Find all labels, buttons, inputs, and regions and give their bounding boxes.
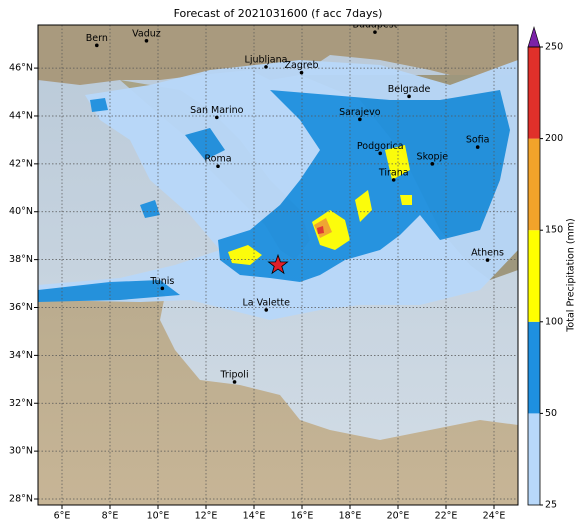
city-label: Bern: [86, 33, 108, 44]
y-tick-label: 36°N: [9, 302, 33, 313]
colorbar-segment: [528, 47, 540, 139]
city-marker: [430, 162, 435, 166]
city-marker: [264, 65, 268, 69]
city-marker: [485, 258, 490, 262]
city-label: Tirana: [378, 167, 409, 178]
x-tick-label: 18°E: [339, 511, 362, 522]
title: Forecast of 2021031600 (f acc 7days): [174, 7, 383, 20]
city-label: Ljubljana: [245, 54, 288, 65]
colorbar-segment: [528, 138, 540, 231]
colorbar-tick-label: 200: [545, 133, 563, 144]
y-tick-label: 28°N: [9, 494, 33, 505]
colorbar-extend: [527, 25, 541, 48]
city-label: Roma: [204, 154, 231, 165]
city-label: Tunis: [149, 276, 174, 287]
city-label: Budapest: [352, 20, 397, 31]
city-label: Athens: [471, 248, 504, 259]
city-label: Belgrade: [388, 84, 431, 95]
city-marker: [144, 39, 149, 43]
city-label: Zagreb: [285, 60, 319, 71]
city-marker: [391, 178, 396, 182]
precipitation-field: [38, 60, 518, 320]
x-tick-label: 6°E: [54, 511, 71, 522]
city-marker: [373, 30, 377, 34]
x-tick-label: 12°E: [195, 511, 218, 522]
colorbar-tick-label: 25: [545, 500, 557, 511]
y-tick-label: 34°N: [9, 350, 33, 361]
city-marker: [299, 70, 304, 75]
y-tick-label: 46°N: [9, 63, 33, 74]
city-marker: [215, 115, 219, 120]
city-marker: [232, 380, 237, 384]
city-marker: [407, 94, 411, 99]
map-frame: [37, 24, 519, 506]
y-tick-label: 40°N: [9, 206, 33, 217]
city-marker: [358, 117, 362, 122]
colorbar-segment: [528, 230, 540, 322]
city-marker: [378, 151, 383, 156]
colorbar-segment: [528, 413, 540, 505]
city-marker: [216, 164, 220, 169]
colorbar-segment: [528, 321, 540, 414]
city-label: Skopje: [417, 151, 449, 162]
event-star: [267, 253, 289, 275]
city-label: Sarajevo: [339, 107, 381, 118]
x-tick-label: 16°E: [291, 511, 314, 522]
city-label: San Marino: [190, 105, 243, 116]
city-label: La Valette: [242, 297, 290, 308]
city-label: Tripoli: [220, 369, 249, 380]
y-tick-label: 42°N: [9, 158, 33, 169]
city-marker: [95, 43, 99, 48]
y-tick-label: 30°N: [9, 446, 33, 457]
x-tick-label: 14°E: [243, 511, 266, 522]
x-tick-label: 24°E: [483, 511, 506, 522]
y-tick-label: 32°N: [9, 398, 33, 409]
colorbar-tick-label: 50: [545, 408, 557, 419]
y-tick-label: 44°N: [9, 110, 33, 121]
y-tick-label: 38°N: [9, 254, 33, 265]
city-marker: [160, 286, 165, 291]
x-tick-label: 10°E: [147, 511, 170, 522]
city-label: Podgorica: [357, 141, 404, 152]
colorbar-tick-label: 150: [545, 225, 563, 236]
city-marker: [264, 308, 269, 312]
x-tick-label: 20°E: [387, 511, 410, 522]
x-tick-label: 8°E: [102, 511, 119, 522]
city-label: Vaduz: [132, 28, 161, 39]
city-label: Sofia: [466, 135, 490, 146]
colorbar-tick-label: 100: [545, 316, 563, 327]
x-tick-label: 22°E: [435, 511, 458, 522]
colorbar-label: Total Precipitation (mm): [566, 218, 577, 333]
colorbar-tick-label: 250: [545, 42, 563, 53]
colorbar-frame: [527, 46, 541, 506]
city-marker: [475, 145, 480, 149]
